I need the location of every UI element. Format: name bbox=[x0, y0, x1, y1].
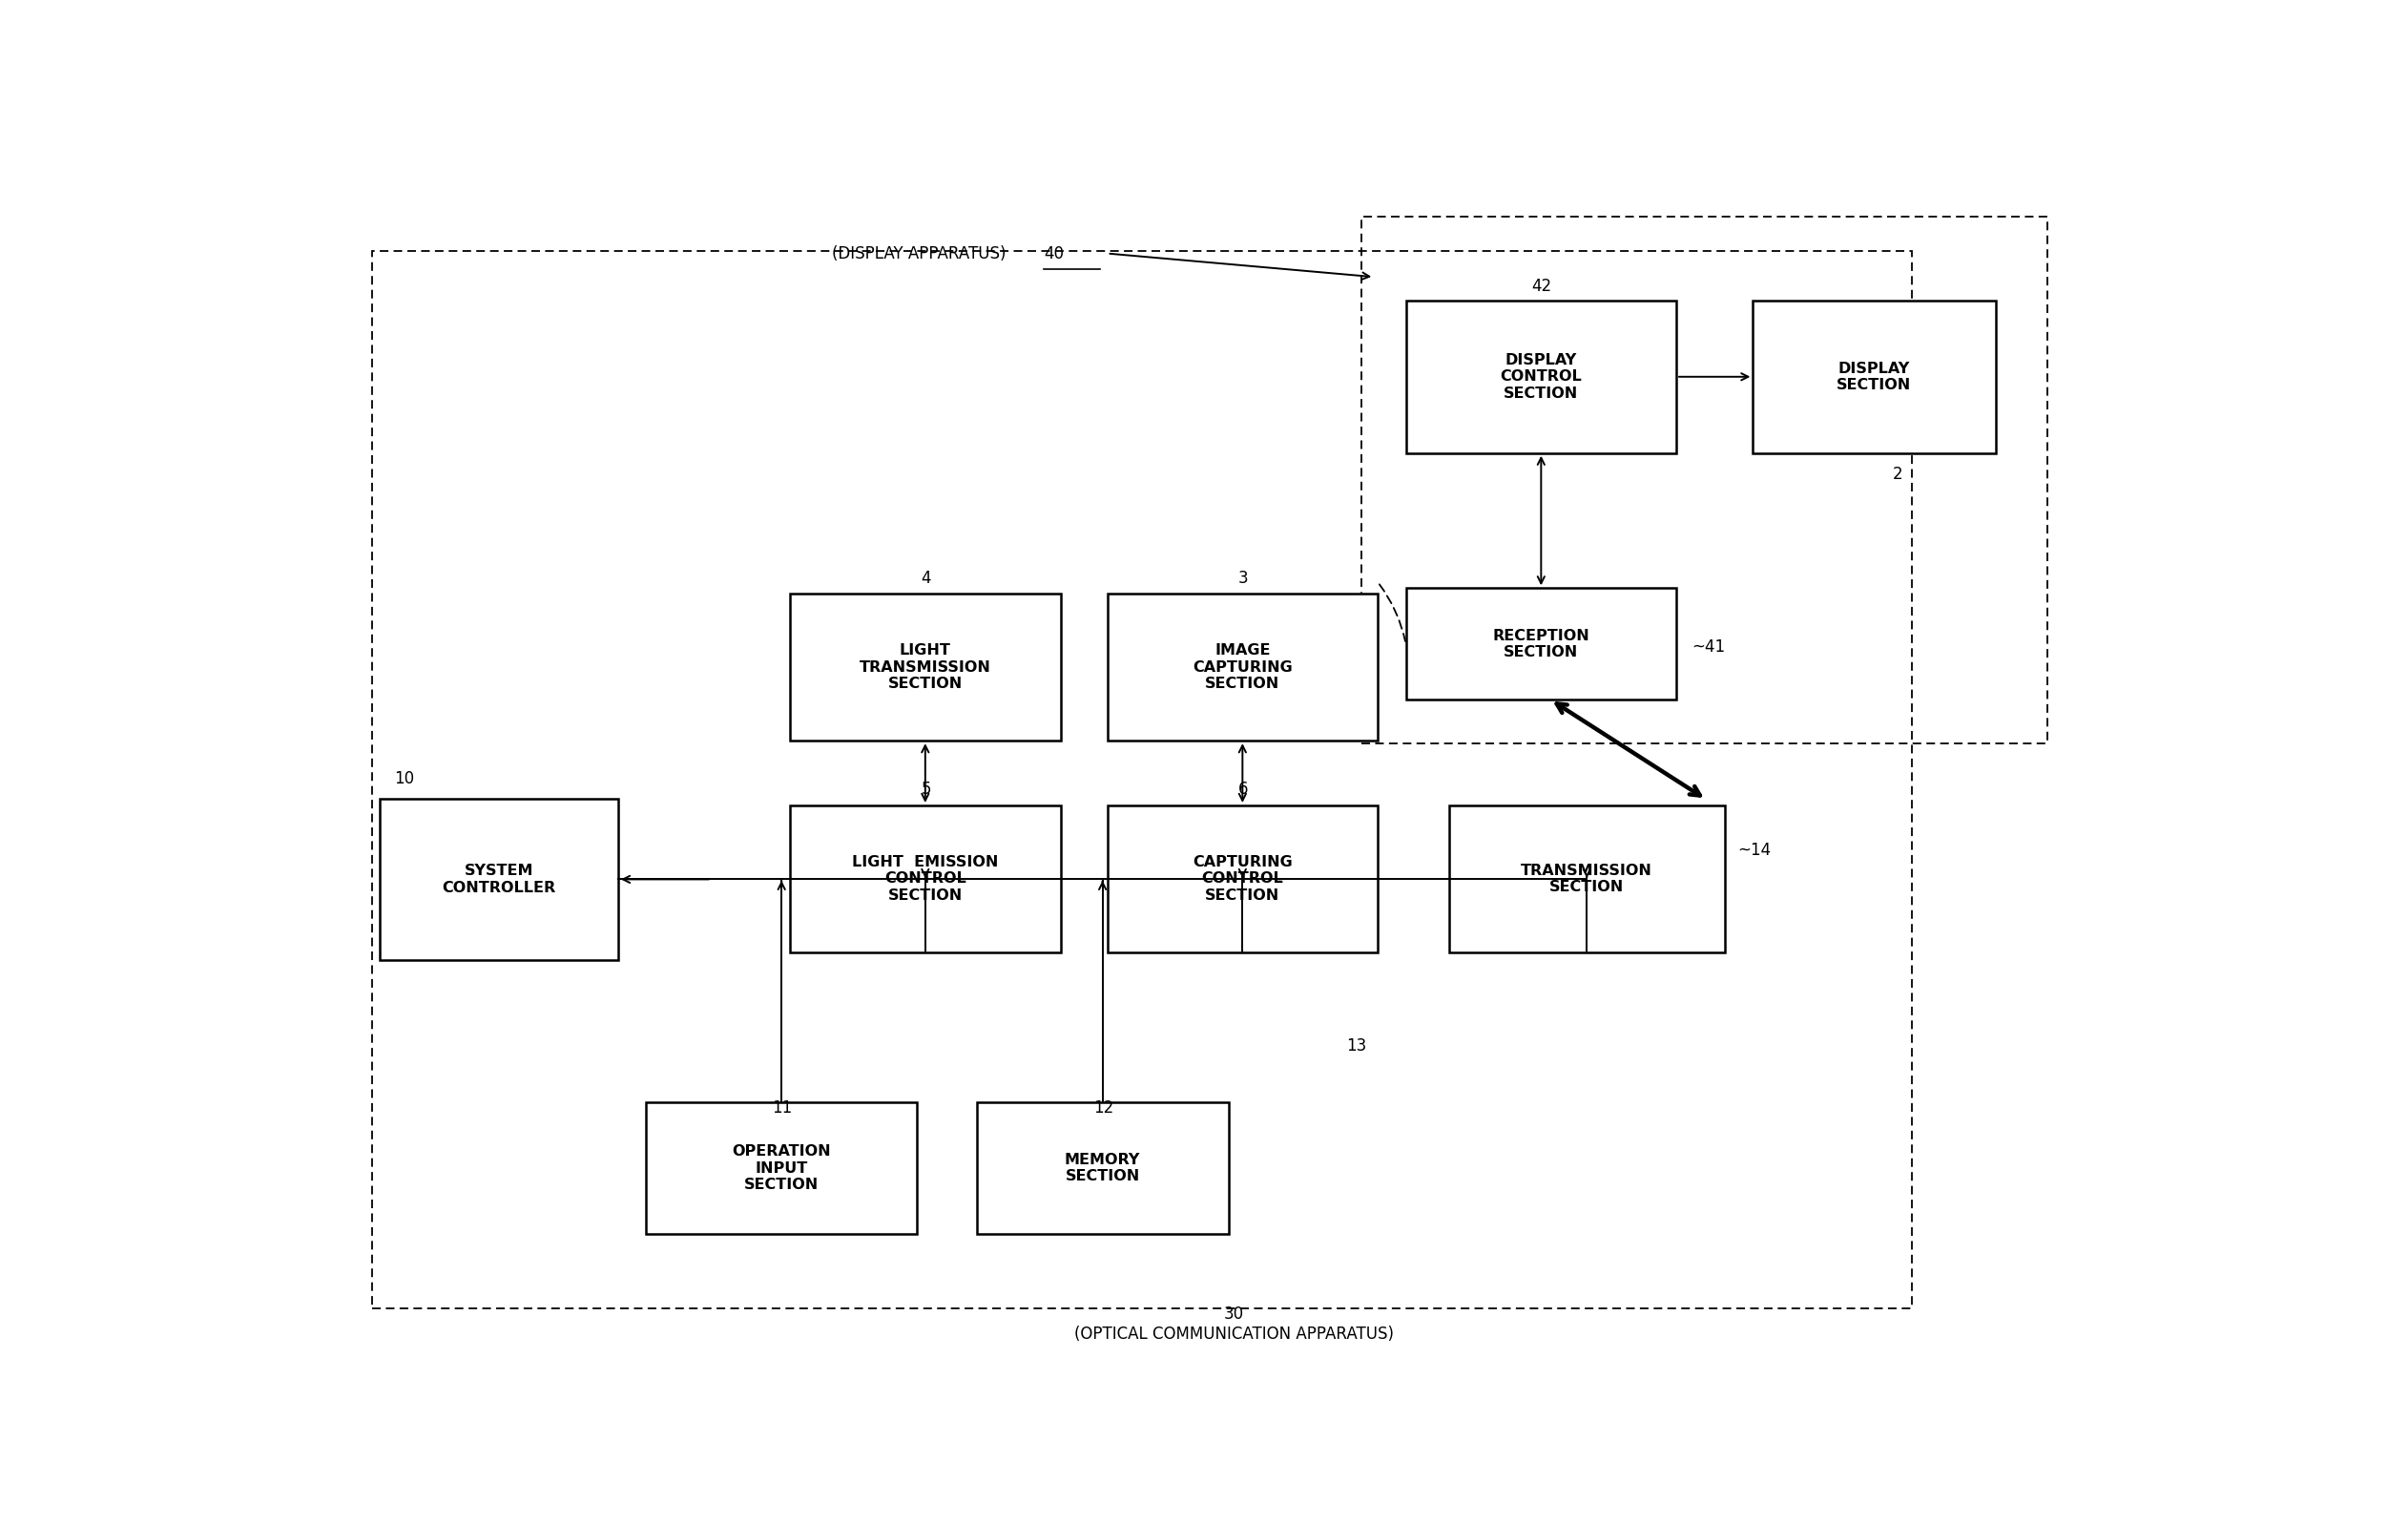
Text: RECEPTION
SECTION: RECEPTION SECTION bbox=[1493, 628, 1589, 659]
Text: CAPTURING
CONTROL
SECTION: CAPTURING CONTROL SECTION bbox=[1192, 856, 1293, 903]
Text: 11: 11 bbox=[773, 1100, 792, 1116]
Text: 2: 2 bbox=[1893, 465, 1902, 483]
Text: 30
(OPTICAL COMMUNICATION APPARATUS): 30 (OPTICAL COMMUNICATION APPARATUS) bbox=[1074, 1305, 1394, 1344]
Text: 5: 5 bbox=[922, 781, 932, 798]
Text: 40: 40 bbox=[1043, 246, 1064, 262]
Text: 42: 42 bbox=[1531, 278, 1553, 294]
FancyBboxPatch shape bbox=[1108, 805, 1377, 952]
FancyBboxPatch shape bbox=[790, 593, 1060, 741]
Text: 3: 3 bbox=[1238, 570, 1247, 587]
Text: TRANSMISSION
SECTION: TRANSMISSION SECTION bbox=[1522, 863, 1652, 894]
Text: ~41: ~41 bbox=[1690, 639, 1724, 656]
Text: 6: 6 bbox=[1238, 781, 1247, 798]
Text: LIGHT
TRANSMISSION
SECTION: LIGHT TRANSMISSION SECTION bbox=[860, 644, 992, 691]
Text: ~14: ~14 bbox=[1739, 842, 1772, 859]
Text: LIGHT  EMISSION
CONTROL
SECTION: LIGHT EMISSION CONTROL SECTION bbox=[852, 856, 999, 903]
FancyBboxPatch shape bbox=[790, 805, 1060, 952]
Text: DISPLAY
CONTROL
SECTION: DISPLAY CONTROL SECTION bbox=[1500, 352, 1582, 401]
Text: (DISPLAY APPARATUS): (DISPLAY APPARATUS) bbox=[833, 246, 1007, 262]
Text: 13: 13 bbox=[1346, 1037, 1365, 1055]
Text: IMAGE
CAPTURING
SECTION: IMAGE CAPTURING SECTION bbox=[1192, 644, 1293, 691]
Text: MEMORY
SECTION: MEMORY SECTION bbox=[1064, 1153, 1141, 1183]
FancyBboxPatch shape bbox=[1406, 589, 1676, 700]
Text: OPERATION
INPUT
SECTION: OPERATION INPUT SECTION bbox=[732, 1144, 831, 1193]
Text: SYSTEM
CONTROLLER: SYSTEM CONTROLLER bbox=[443, 863, 556, 895]
Text: 12: 12 bbox=[1093, 1100, 1112, 1116]
FancyBboxPatch shape bbox=[645, 1103, 917, 1234]
FancyBboxPatch shape bbox=[1753, 300, 1996, 453]
FancyBboxPatch shape bbox=[1406, 300, 1676, 453]
FancyBboxPatch shape bbox=[1108, 593, 1377, 741]
FancyBboxPatch shape bbox=[380, 798, 619, 961]
Text: 10: 10 bbox=[395, 770, 414, 787]
FancyBboxPatch shape bbox=[1450, 805, 1724, 952]
FancyBboxPatch shape bbox=[978, 1103, 1228, 1234]
Text: DISPLAY
SECTION: DISPLAY SECTION bbox=[1837, 361, 1912, 392]
Text: 4: 4 bbox=[922, 570, 932, 587]
